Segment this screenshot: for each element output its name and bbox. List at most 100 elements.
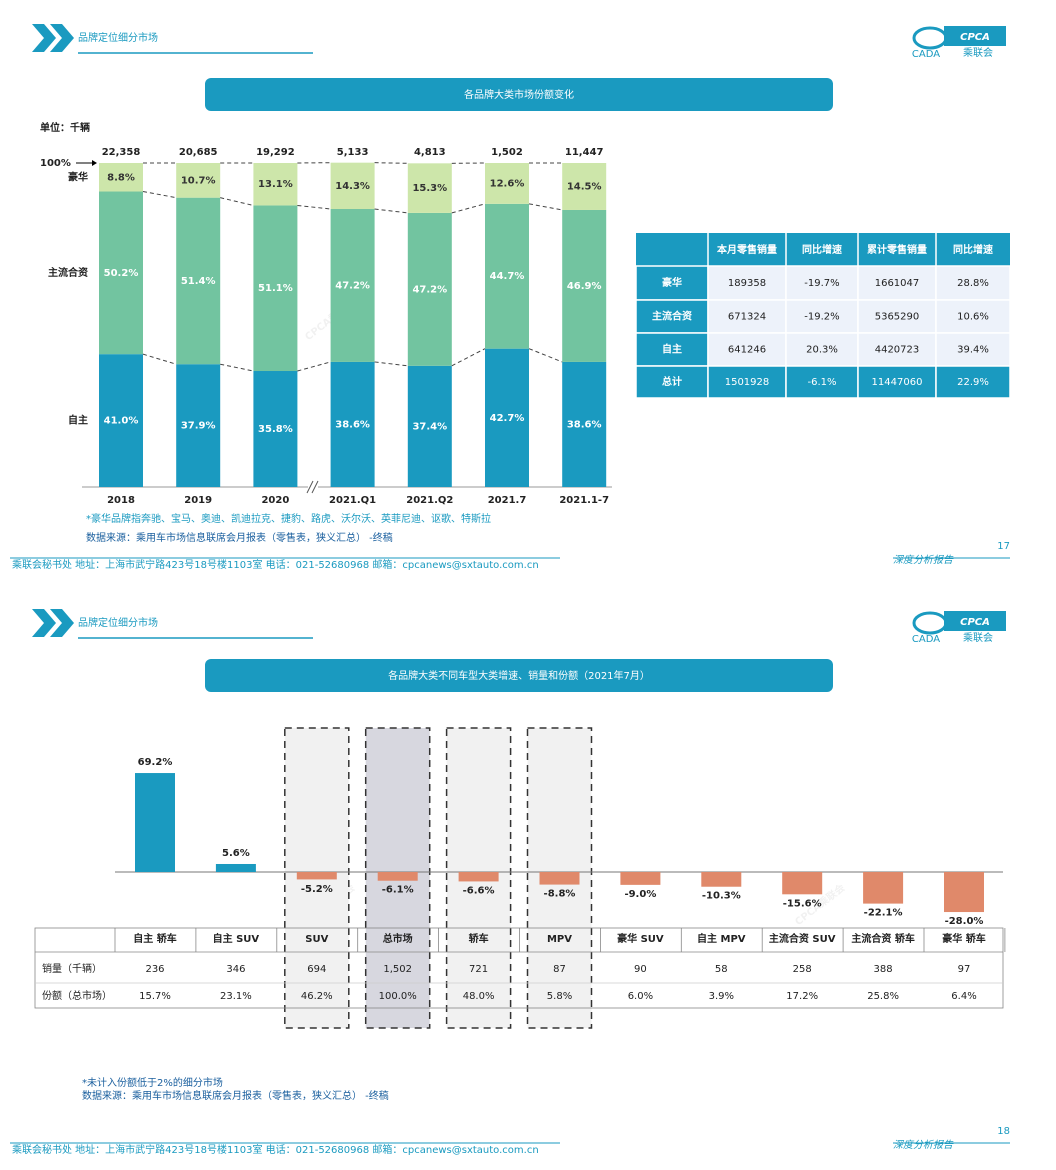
value-label: 37.4% [412, 421, 447, 432]
bar [458, 872, 499, 882]
logo-box [944, 26, 1006, 46]
bar-segment [562, 209, 607, 362]
bar-segment [330, 209, 375, 362]
connector [297, 204, 331, 210]
note: *未计入份额低于2%的细分市场 [82, 1076, 223, 1089]
arrow-head [92, 160, 97, 166]
table-cell-text: 主流合资 [652, 310, 692, 323]
bar-segment [176, 364, 221, 487]
value-label: 46.9% [567, 281, 602, 292]
bar-segment [485, 203, 529, 349]
note: 数据来源：乘用车市场信息联席会月报表（零售表，狭义汇总） -终稿 [82, 1089, 389, 1102]
row-label: 份额（总市场） [42, 989, 112, 1002]
table-cell-text: 20.3% [806, 345, 838, 356]
table-cell-text: 28.8% [957, 278, 989, 289]
column-header: 轿车 [469, 932, 489, 945]
value-label: 50.2% [104, 268, 139, 279]
table-cell-text: 15.7% [139, 991, 171, 1002]
unit: 单位：千辆 [40, 121, 90, 134]
table-cell [935, 265, 1011, 301]
table-cell-text: 641246 [728, 345, 766, 356]
bar-segment [485, 348, 529, 487]
column-header: 同比增速 [953, 243, 993, 256]
value-label: 35.8% [258, 424, 293, 435]
table-cell-text: 97 [958, 964, 971, 975]
page-number: 17 [997, 541, 1010, 552]
bar [944, 872, 984, 913]
legend-label: 自主 [68, 414, 88, 427]
bar [377, 872, 418, 881]
page-number: 18 [997, 1126, 1010, 1137]
table-cell-text: 388 [874, 964, 893, 975]
total-label: 19,292 [256, 147, 295, 158]
table-cell-text: 3.9% [709, 991, 734, 1002]
value-label: 51.4% [181, 276, 216, 287]
bar [135, 773, 175, 872]
value-label: 14.5% [567, 181, 602, 192]
table-frame [34, 927, 1004, 1009]
table-cell-text: 1501928 [725, 377, 770, 388]
table-cell-text: 1,502 [383, 964, 412, 975]
value-label: 5.6% [222, 848, 250, 859]
table-cell-text: 346 [226, 964, 245, 975]
report: 深度分析报告 [893, 554, 954, 566]
x-tick-label: 2021.7 [488, 495, 527, 506]
x-tick-label: 2021.Q1 [329, 495, 376, 506]
title-bar [205, 659, 833, 692]
table-cell [785, 365, 859, 399]
bar [863, 872, 904, 904]
table-header-bg [636, 233, 1010, 266]
total-label: 20,685 [179, 147, 218, 158]
value-label: -10.3% [702, 891, 741, 902]
connector [374, 208, 408, 214]
connector [451, 348, 486, 367]
connector [142, 191, 177, 199]
chevron [50, 24, 74, 52]
value-label: 14.3% [335, 181, 370, 192]
table-cell-text: 6.4% [951, 991, 976, 1002]
table-cell-text: 11447060 [872, 377, 923, 388]
x-tick-label: 2019 [184, 495, 212, 506]
table-cell [635, 365, 709, 399]
header: 品牌定位细分市场 [78, 31, 158, 44]
table-cell-text: 自主 [662, 343, 682, 356]
slide-title: 各品牌大类不同车型大类增速、销量和份额（2021年7月） [388, 669, 650, 682]
table-cell-text: 58 [715, 964, 728, 975]
value-label: -9.0% [624, 889, 656, 900]
connector [451, 203, 486, 214]
table-cell-text: 87 [553, 964, 566, 975]
logo-mark: CPCA [960, 617, 990, 628]
axis-break [311, 480, 319, 494]
total-label: 1,502 [491, 147, 523, 158]
table-cell-text: 258 [793, 964, 812, 975]
column-header: 自主 MPV [697, 932, 746, 945]
table-cell [635, 332, 709, 367]
total-label: 5,133 [337, 147, 369, 158]
value-label: 15.3% [412, 183, 447, 194]
table-cell [785, 332, 859, 367]
connector [142, 353, 177, 365]
bar-segment [485, 163, 529, 204]
bar-segment [253, 371, 298, 487]
slide-title: 各品牌大类市场份额变化 [464, 88, 574, 101]
column-header: SUV [305, 934, 328, 945]
value-label: -8.8% [544, 889, 576, 900]
connector [528, 348, 563, 363]
x-tick-label: 2021.1-7 [559, 495, 609, 506]
value-label: 10.7% [181, 175, 216, 186]
total-label: 22,358 [102, 147, 141, 158]
table-cell [785, 265, 859, 301]
table-cell-text: 39.4% [957, 345, 989, 356]
connector [297, 361, 331, 372]
table-cell-text: 22.9% [957, 377, 989, 388]
table-cell-text: 694 [307, 964, 326, 975]
column-header: 主流合资 轿车 [851, 932, 914, 945]
column-header: 自主 轿车 [133, 932, 176, 945]
value-label: 44.7% [490, 271, 525, 282]
bar-segment [176, 163, 221, 198]
logo-swoosh [912, 611, 948, 635]
bar-segment [407, 163, 452, 213]
logo-name: 乘联会 [963, 631, 993, 644]
value-label: 47.2% [335, 280, 370, 291]
value-label: -28.0% [945, 916, 984, 927]
